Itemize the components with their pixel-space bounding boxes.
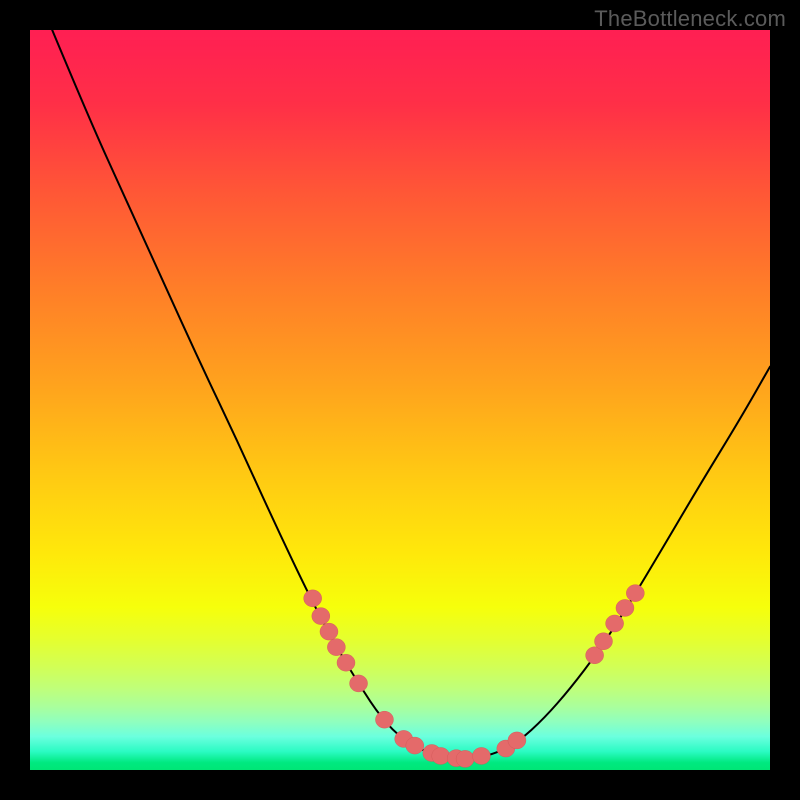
data-marker <box>337 654 355 671</box>
data-marker <box>406 737 424 754</box>
chart-background <box>30 30 770 770</box>
bottleneck-curve-chart <box>30 30 770 770</box>
data-marker <box>312 608 330 625</box>
data-marker <box>375 711 393 728</box>
data-marker <box>327 639 345 656</box>
data-marker <box>432 747 450 764</box>
data-marker <box>472 747 490 764</box>
data-marker <box>508 732 526 749</box>
data-marker <box>595 633 613 650</box>
data-marker <box>456 750 474 767</box>
data-marker <box>616 599 634 616</box>
data-marker <box>320 623 338 640</box>
chart-frame: TheBottleneck.com <box>0 0 800 800</box>
data-marker <box>350 675 368 692</box>
watermark: TheBottleneck.com <box>594 6 786 32</box>
data-marker <box>626 585 644 602</box>
data-marker <box>606 615 624 632</box>
plot-area <box>30 30 770 770</box>
data-marker <box>304 590 322 607</box>
